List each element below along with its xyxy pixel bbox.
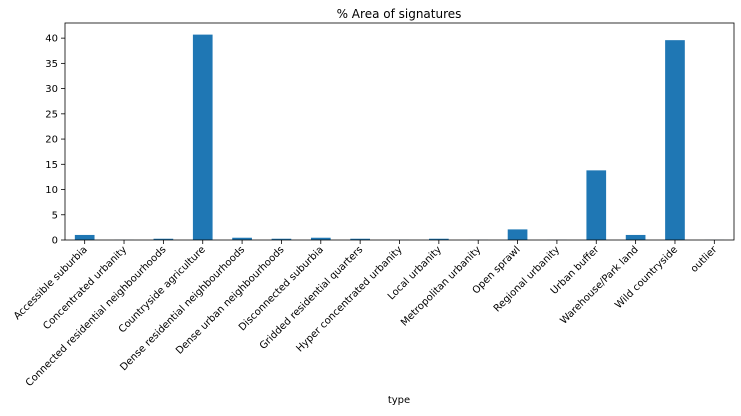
axes-layer	[65, 23, 734, 240]
y-tick-label: 25	[45, 109, 58, 120]
bar	[75, 235, 95, 240]
x-tick-label: Warehouse/Park land	[558, 244, 640, 326]
x-tick-label: Connected residential neighbourhoods	[24, 244, 169, 389]
y-tick-label: 20	[45, 135, 58, 146]
y-tick-label: 0	[52, 236, 58, 247]
bar	[508, 229, 528, 240]
bar	[193, 35, 213, 240]
bar	[586, 170, 606, 240]
x-tick-label: Regional urbanity	[492, 244, 562, 314]
y-tick-label: 35	[45, 59, 58, 70]
y-tick-label: 15	[45, 160, 58, 171]
bar	[665, 40, 685, 240]
chart-title: % Area of signatures	[337, 7, 462, 21]
y-tick-label: 5	[52, 210, 58, 221]
bars-layer	[75, 35, 724, 240]
y-axis-ticks: 0 5 10 15 20 25 30 35 40	[45, 34, 65, 247]
x-tick-label: Metropolitan urbanity	[399, 244, 483, 328]
y-tick-label: 40	[45, 34, 58, 45]
bar	[626, 235, 646, 240]
x-axis-label: type	[388, 395, 410, 406]
y-tick-label: 10	[45, 185, 58, 196]
y-tick-label: 30	[45, 84, 58, 95]
x-tick-label: outlier	[689, 244, 720, 275]
plot-frame	[65, 23, 734, 240]
x-tick-label: Accessible suburbia	[12, 244, 90, 322]
